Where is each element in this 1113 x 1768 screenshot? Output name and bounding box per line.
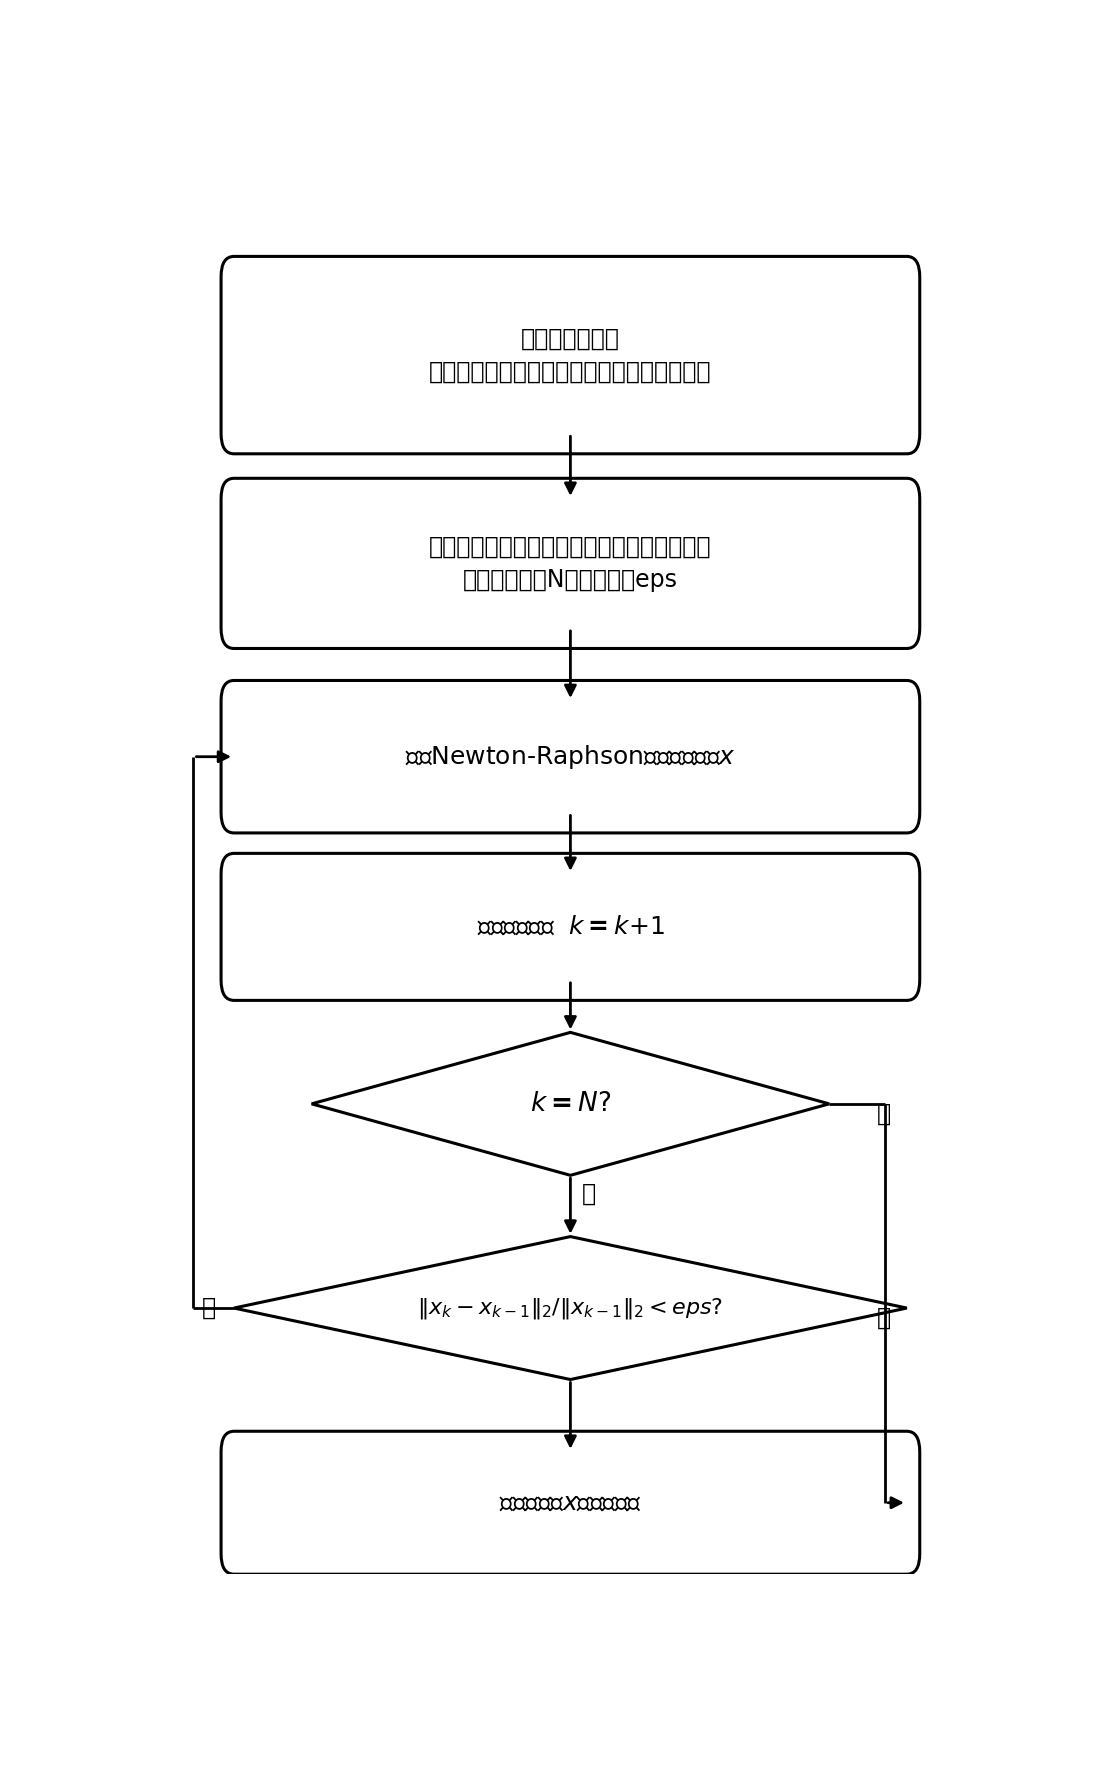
- FancyBboxPatch shape: [221, 854, 919, 1001]
- Polygon shape: [312, 1033, 829, 1176]
- Text: 是: 是: [877, 1305, 890, 1330]
- FancyBboxPatch shape: [221, 479, 919, 649]
- FancyBboxPatch shape: [221, 256, 919, 454]
- Text: 否: 否: [203, 1296, 216, 1321]
- FancyBboxPatch shape: [221, 681, 919, 833]
- Text: $\|\mathit{x}_k - \mathit{x}_{k-1}\|_2/\|\mathit{x}_{k-1}\|_2 < \mathit{eps}$?: $\|\mathit{x}_k - \mathit{x}_{k-1}\|_2/\…: [417, 1296, 723, 1321]
- Text: 当前迭代次数  $\mathbf{\mathit{k}}$$\mathbf{=}$$\mathbf{\mathit{k}}$+1: 当前迭代次数 $\mathbf{\mathit{k}}$$\mathbf{=}$…: [476, 914, 664, 939]
- Text: 根据所求解$\mathbf{\mathit{x}}$，完成成像: 根据所求解$\mathbf{\mathit{x}}$，完成成像: [499, 1490, 642, 1515]
- Polygon shape: [234, 1236, 907, 1379]
- Text: 利用Newton-Raphson迭代公式求解$\mathbf{\mathit{x}}$: 利用Newton-Raphson迭代公式求解$\mathbf{\mathit{x…: [405, 743, 736, 771]
- Text: $\mathbf{\mathit{k}}$$\mathbf{=}$$\mathbf{\mathit{N}}$?: $\mathbf{\mathit{k}}$$\mathbf{=}$$\mathb…: [530, 1091, 611, 1117]
- FancyBboxPatch shape: [221, 1432, 919, 1574]
- Text: 根据被测场域，
获取重建所需的灵敏度矩阵和相对边界测量值: 根据被测场域， 获取重建所需的灵敏度矩阵和相对边界测量值: [430, 327, 711, 384]
- Text: 否: 否: [582, 1181, 595, 1206]
- Text: 初始化：线性反投影法得到解作为迭代初值，
设置迭代次数N、求解精度eps: 初始化：线性反投影法得到解作为迭代初值， 设置迭代次数N、求解精度eps: [430, 534, 711, 592]
- Text: 是: 是: [877, 1101, 890, 1126]
